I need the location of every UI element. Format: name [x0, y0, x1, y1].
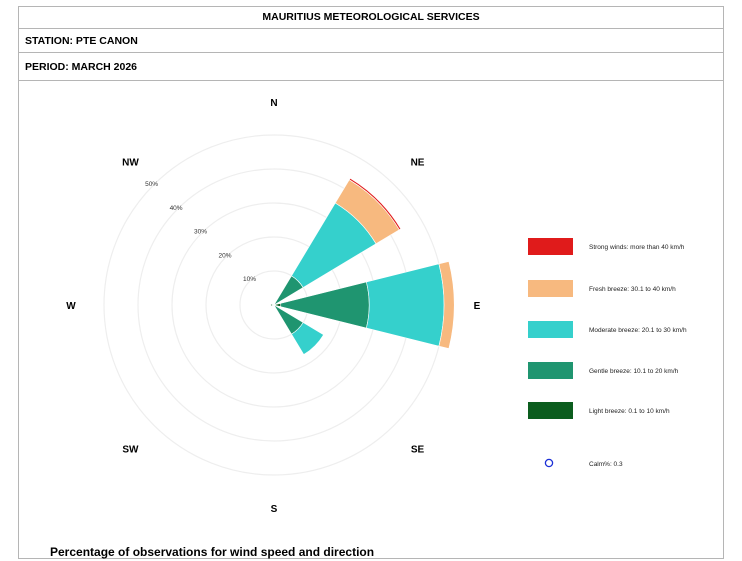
ring-label-50: 50% [145, 181, 158, 188]
report-frame: MAURITIUS METEOROLOGICAL SERVICES STATIO… [18, 6, 724, 559]
wedge-w-class-0 [270, 303, 275, 307]
calm-marker [544, 458, 554, 468]
wedge-e-class-3 [438, 261, 455, 349]
legend-label-4: Strong winds: more than 40 km/h [589, 244, 685, 251]
direction-label-sw: SW [122, 445, 139, 456]
legend-swatch-1 [528, 362, 573, 379]
chart-caption: Percentage of observations for wind spee… [50, 545, 375, 559]
legend-swatch-3 [528, 280, 573, 297]
legend-swatch-0 [528, 402, 573, 419]
period-label: PERIOD: MARCH 2026 [19, 53, 723, 81]
ring-label-30: 30% [194, 229, 207, 236]
report-title: MAURITIUS METEOROLOGICAL SERVICES [19, 7, 723, 29]
wedge-se-class-2 [291, 322, 324, 355]
ring-label-40: 40% [170, 205, 183, 212]
legend-swatch-2 [528, 321, 573, 338]
ring-label-10: 10% [243, 276, 256, 283]
direction-label-s: S [271, 504, 278, 515]
direction-label-n: N [270, 98, 277, 109]
direction-label-e: E [474, 301, 481, 312]
legend-label-1: Gentle breeze: 10.1 to 20 km/h [589, 368, 679, 375]
direction-label-nw: NW [122, 157, 139, 168]
ring-label-20: 20% [219, 252, 232, 259]
direction-label-w: W [66, 301, 76, 312]
wedge-ne-class-4 [348, 177, 402, 231]
calm-label: Calm%: 0.3 [589, 461, 623, 468]
station-label: STATION: PTE CANON [19, 29, 723, 53]
legend-label-0: Light breeze: 0.1 to 10 km/h [589, 408, 670, 415]
direction-label-ne: NE [411, 157, 425, 168]
legend-swatch-4 [528, 238, 573, 255]
legend-label-2: Moderate breeze: 20.1 to 30 km/h [589, 327, 687, 334]
wedge-e-class-2 [366, 263, 445, 347]
direction-label-se: SE [411, 445, 425, 456]
legend-label-3: Fresh breeze: 30.1 to 40 km/h [589, 286, 676, 293]
